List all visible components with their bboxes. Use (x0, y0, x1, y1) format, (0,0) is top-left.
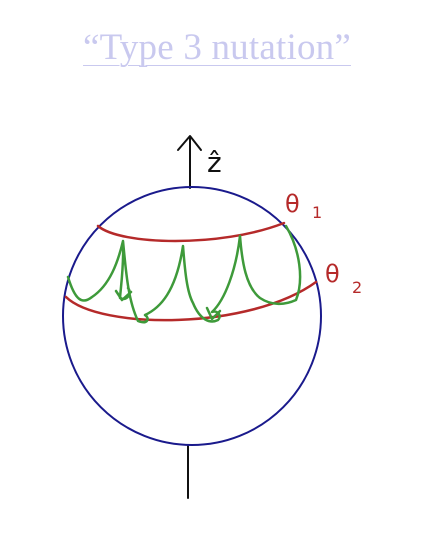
theta1-subscript: 1 (312, 203, 322, 222)
theta2-subscript: 2 (352, 278, 362, 297)
theta2-boundary (64, 280, 318, 322)
sphere-outline (62, 186, 322, 446)
nutation-hook-2 (205, 306, 222, 321)
z-axis-label: ẑ (207, 146, 222, 179)
nutation-hook-1 (114, 289, 133, 302)
theta2-label: θ (325, 260, 340, 288)
theta1-label: θ (285, 190, 300, 218)
z-axis-arrowhead (177, 135, 202, 151)
theta1-boundary (96, 221, 286, 243)
page-title: “Type 3 nutation” (83, 27, 351, 68)
